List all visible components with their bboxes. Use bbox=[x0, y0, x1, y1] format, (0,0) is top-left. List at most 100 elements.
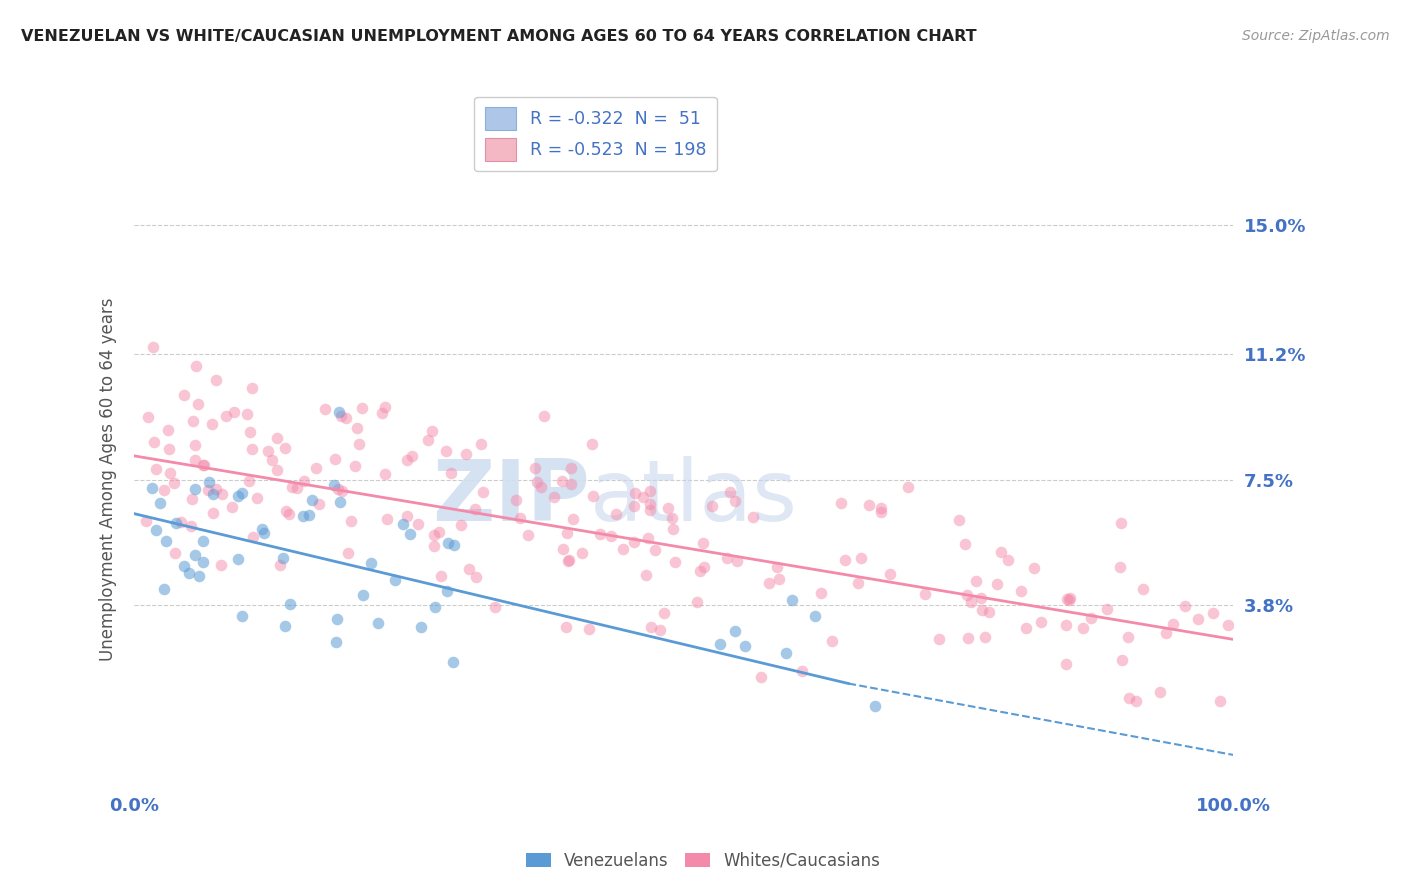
Point bbox=[858, 498, 880, 512]
Point bbox=[325, 635, 347, 649]
Point bbox=[422, 528, 444, 542]
Point bbox=[686, 595, 709, 609]
Point bbox=[384, 573, 406, 587]
Point bbox=[193, 458, 215, 472]
Legend: Venezuelans, Whites/Caucasians: Venezuelans, Whites/Caucasians bbox=[519, 846, 887, 877]
Point bbox=[391, 517, 413, 532]
Point bbox=[652, 607, 675, 621]
Point bbox=[184, 359, 207, 373]
Point bbox=[720, 485, 742, 500]
Point bbox=[401, 449, 423, 463]
Point bbox=[765, 559, 787, 574]
Point bbox=[870, 505, 893, 519]
Point bbox=[423, 599, 446, 614]
Point bbox=[291, 508, 314, 523]
Point bbox=[440, 467, 463, 481]
Point bbox=[271, 551, 294, 566]
Point bbox=[443, 537, 465, 551]
Point bbox=[157, 442, 180, 457]
Point bbox=[716, 551, 738, 566]
Point bbox=[560, 476, 582, 491]
Point bbox=[204, 373, 226, 387]
Point bbox=[328, 405, 350, 419]
Point bbox=[142, 340, 165, 354]
Point bbox=[163, 476, 186, 491]
Point bbox=[205, 482, 228, 496]
Point bbox=[434, 444, 457, 458]
Point bbox=[269, 558, 291, 573]
Point bbox=[637, 532, 659, 546]
Point bbox=[266, 463, 288, 477]
Point bbox=[849, 551, 872, 566]
Point bbox=[1209, 693, 1232, 707]
Point bbox=[145, 462, 167, 476]
Point bbox=[240, 442, 263, 457]
Point bbox=[661, 511, 683, 525]
Point bbox=[1132, 582, 1154, 596]
Point bbox=[724, 624, 747, 638]
Point bbox=[330, 484, 353, 499]
Point bbox=[1015, 621, 1038, 635]
Point bbox=[329, 409, 352, 424]
Point bbox=[183, 438, 205, 452]
Point bbox=[725, 554, 748, 568]
Point bbox=[155, 534, 177, 549]
Point bbox=[648, 623, 671, 637]
Point bbox=[201, 487, 224, 501]
Point bbox=[184, 453, 207, 467]
Point bbox=[661, 522, 683, 536]
Point bbox=[636, 567, 658, 582]
Point bbox=[184, 482, 207, 496]
Point bbox=[638, 503, 661, 517]
Point bbox=[664, 556, 686, 570]
Point bbox=[141, 481, 163, 495]
Point bbox=[623, 499, 645, 513]
Point bbox=[560, 461, 582, 475]
Point bbox=[1057, 593, 1080, 607]
Point bbox=[188, 569, 211, 583]
Point bbox=[1111, 653, 1133, 667]
Point bbox=[360, 556, 382, 570]
Point bbox=[640, 620, 662, 634]
Point bbox=[430, 569, 453, 583]
Point bbox=[173, 558, 195, 573]
Point bbox=[581, 437, 603, 451]
Point bbox=[523, 460, 546, 475]
Point bbox=[543, 490, 565, 504]
Point bbox=[1029, 615, 1052, 629]
Point bbox=[1109, 516, 1132, 531]
Point bbox=[416, 433, 439, 447]
Point bbox=[631, 490, 654, 504]
Point bbox=[246, 491, 269, 506]
Point bbox=[692, 536, 714, 550]
Point bbox=[605, 507, 627, 521]
Point bbox=[1187, 612, 1209, 626]
Point bbox=[257, 443, 280, 458]
Point bbox=[959, 595, 981, 609]
Point bbox=[790, 664, 813, 678]
Point bbox=[370, 406, 392, 420]
Point bbox=[253, 526, 276, 541]
Point bbox=[1080, 611, 1102, 625]
Point bbox=[624, 486, 647, 500]
Text: atlas: atlas bbox=[591, 457, 799, 540]
Point bbox=[623, 534, 645, 549]
Legend: R = -0.322  N =  51, R = -0.523  N = 198: R = -0.322 N = 51, R = -0.523 N = 198 bbox=[474, 97, 717, 171]
Point bbox=[928, 632, 950, 646]
Point bbox=[373, 400, 395, 414]
Point bbox=[997, 553, 1019, 567]
Point bbox=[201, 506, 224, 520]
Point bbox=[170, 515, 193, 529]
Point bbox=[558, 553, 581, 567]
Point bbox=[578, 622, 600, 636]
Point bbox=[165, 546, 187, 560]
Point bbox=[278, 507, 301, 521]
Point bbox=[1116, 630, 1139, 644]
Point bbox=[834, 552, 856, 566]
Point bbox=[201, 417, 224, 431]
Point bbox=[197, 483, 219, 498]
Point bbox=[274, 442, 297, 456]
Point bbox=[197, 475, 219, 489]
Point bbox=[557, 554, 579, 568]
Point bbox=[135, 514, 157, 528]
